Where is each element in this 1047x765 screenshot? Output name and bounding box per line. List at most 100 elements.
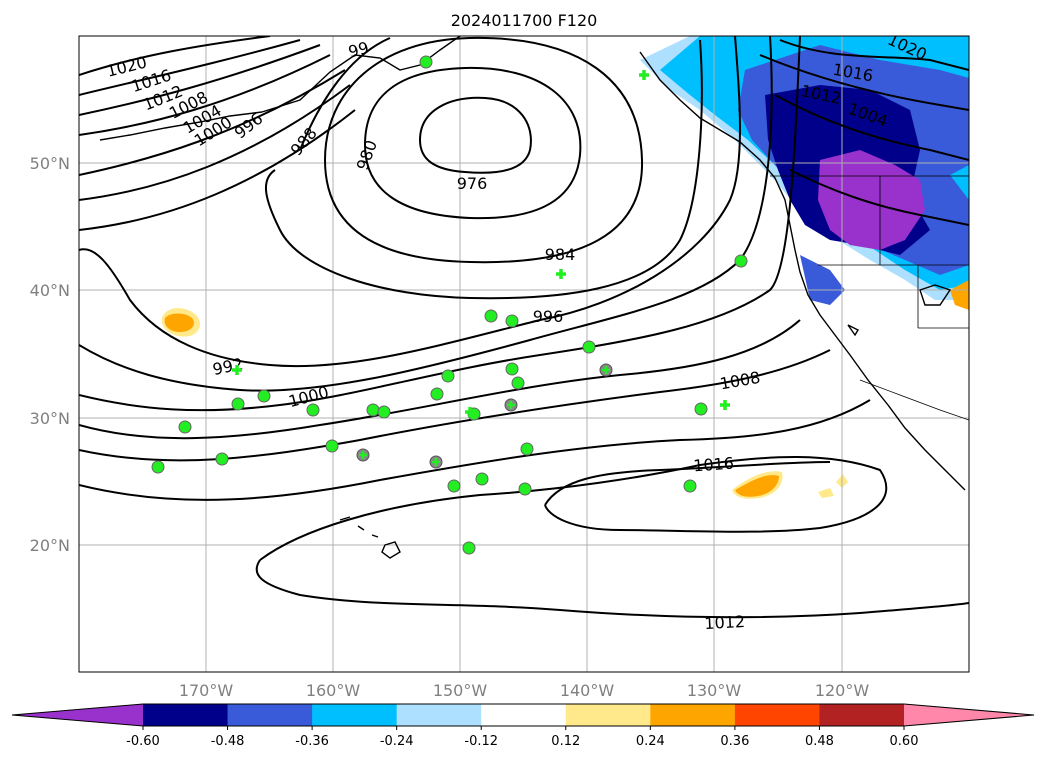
contour-nw-1 (79, 36, 271, 76)
obs-marker-circle (462, 541, 476, 555)
contour-nw-2 (79, 39, 301, 96)
lon-label: 160°W (306, 681, 361, 700)
shade-medblue-2 (800, 255, 845, 305)
colorbar-tick-label: -0.48 (211, 734, 245, 749)
gridlines (79, 36, 969, 672)
contour-992 (79, 36, 741, 368)
obs-marker-cross (232, 365, 242, 375)
obs-marker-circle (151, 460, 165, 474)
lon-label: 130°W (687, 681, 742, 700)
contour-label: 1016 (693, 454, 735, 476)
shade-purple (818, 150, 925, 250)
colorbar-segment (481, 704, 567, 726)
contour-label: 99 (346, 38, 371, 62)
contour-nw-7 (79, 109, 356, 231)
contour-1000 (79, 36, 801, 412)
colorbar-tick-label: -0.36 (295, 734, 329, 749)
colorbar-tick-label: 0.12 (551, 734, 580, 749)
contour-1016-arc (544, 461, 831, 506)
obs-marker-cross (507, 401, 515, 409)
contour-988 (264, 37, 703, 300)
map-area: 1020 1016 1012 1008 1004 1000 996 988 98… (79, 36, 969, 672)
colorbar-segment (312, 704, 398, 726)
colorbar-extend-high (904, 704, 1034, 726)
contour-1008 (79, 349, 831, 462)
obs-marker-cross (556, 269, 566, 279)
colorbar-tick-label: -0.12 (464, 734, 498, 749)
obs-marker-circle (694, 402, 708, 416)
obs-marker-circle (582, 340, 596, 354)
obs-marker-circle (325, 439, 339, 453)
map-title: 2024011700 F120 (451, 11, 598, 30)
obs-marker-circle (484, 309, 498, 323)
colorbar-segment (396, 704, 482, 726)
colorbar-segment (565, 704, 651, 726)
contour-label: 996 (533, 307, 564, 326)
lon-label: 150°W (433, 681, 488, 700)
lon-label: 140°W (560, 681, 615, 700)
contour-1004 (79, 319, 801, 440)
contour-label: 984 (545, 245, 576, 264)
obs-marker-circle (430, 387, 444, 401)
contour-label: 1012 (704, 612, 746, 633)
obs-marker-cross (639, 70, 649, 80)
obs-marker-circle (518, 482, 532, 496)
obs-marker-circle (505, 314, 519, 328)
contour-nw-5 (79, 69, 346, 176)
contour-ne-1 (779, 39, 969, 71)
contour-1012 (79, 399, 888, 561)
obs-marker-circle (419, 55, 433, 69)
colorbar-segment (819, 704, 905, 726)
obs-marker-circle (505, 362, 519, 376)
contours (79, 36, 969, 619)
contour-976 (418, 96, 532, 174)
obs-marker-circle (511, 376, 525, 390)
contour-984 (323, 36, 644, 264)
colorbar-segment (143, 704, 229, 726)
colorbar-segment (734, 704, 820, 726)
markers (151, 55, 748, 555)
colorbar-extend-low (12, 704, 143, 726)
obs-marker-circle (231, 397, 245, 411)
obs-marker-circle (215, 452, 229, 466)
lat-label: 50°N (30, 154, 70, 173)
shade-orange-west (164, 313, 194, 332)
colorbar-tick-label: -0.24 (380, 734, 414, 749)
contour-996 (79, 36, 773, 392)
colorbar-segment (227, 704, 313, 726)
lon-label: 120°W (815, 681, 870, 700)
contour-nw-4 (79, 54, 331, 136)
contour-ne-2 (759, 54, 969, 111)
lon-label: 170°W (179, 681, 234, 700)
obs-marker-circle (257, 389, 271, 403)
map-frame (78, 35, 970, 673)
obs-marker-circle (178, 420, 192, 434)
lat-label: 30°N (30, 409, 70, 428)
lat-label: 40°N (30, 281, 70, 300)
obs-marker-circle (683, 479, 697, 493)
obs-marker-circle (366, 403, 380, 417)
contour-1012-south (255, 559, 969, 619)
obs-marker-circle (475, 472, 489, 486)
colorbar-tick-label: 0.48 (805, 734, 834, 749)
lat-label: 20°N (30, 536, 70, 555)
lon-labels: 170°W 160°W 150°W 140°W 130°W 120°W (179, 681, 870, 700)
shade-orange-east (735, 475, 779, 497)
obs-marker-circle (520, 442, 534, 456)
obs-marker-circle (734, 254, 748, 268)
contour-980 (363, 66, 582, 220)
obs-marker-cross (359, 451, 367, 459)
obs-marker-cross (720, 400, 730, 410)
contour-nw-3 (79, 44, 321, 116)
colorbar-tick-label: -0.60 (126, 734, 160, 749)
colorbar-segment (650, 704, 736, 726)
contour-label: 976 (457, 174, 488, 193)
obs-marker-circle (377, 405, 391, 419)
shade-orange-sw (950, 280, 969, 310)
lat-labels: 50°N 40°N 30°N 20°N (30, 154, 70, 555)
colorbar-tick-label: 0.60 (890, 734, 919, 749)
colorbar-tick-label: 0.24 (636, 734, 665, 749)
colorbar: -0.60 -0.48 -0.36 -0.24 -0.12 0.12 0.24 0.36 0.4… (11, 703, 1035, 749)
obs-marker-circle (306, 403, 320, 417)
